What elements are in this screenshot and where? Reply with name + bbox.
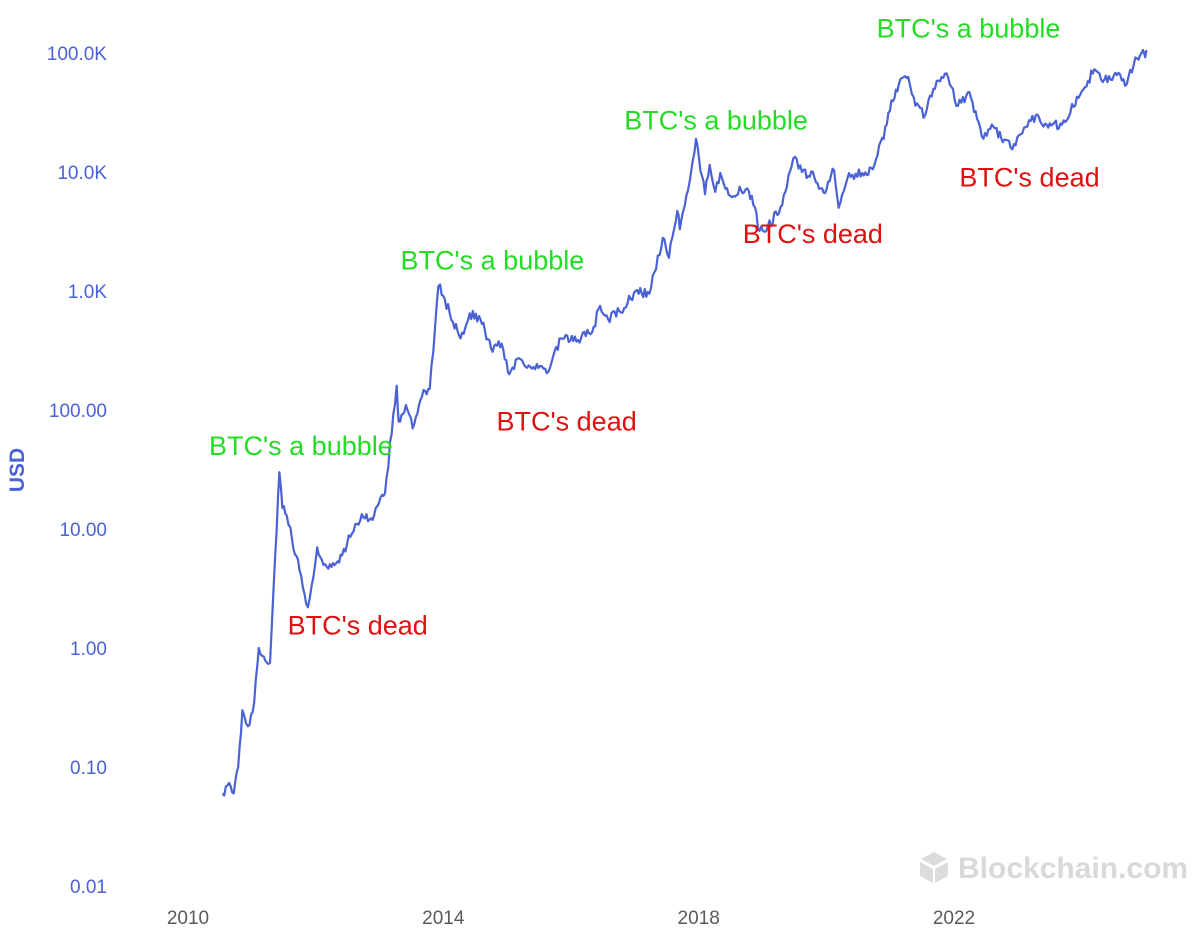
y-axis-label: USD [6,448,29,492]
annotation-label: BTC's a bubble [624,106,808,136]
y-tick-label: 10.00 [59,520,107,541]
series-line [221,48,1148,797]
watermark: Blockchain.com [920,852,1188,885]
y-axis: 0.01 0.10 1.00 10.00 100.00 1.0K 10.0K 100.0K [47,44,108,898]
blockchain-logo-icon [920,852,948,883]
x-tick-label: 2018 [678,908,720,929]
series-layer [221,48,1148,797]
y-tick-label: 1.0K [68,282,107,303]
x-tick-label: 2022 [933,908,975,929]
x-tick-label: 2014 [422,908,465,929]
y-tick-label: 1.00 [70,639,107,660]
annotation-label: BTC's dead [288,610,428,640]
annotation-label: BTC's dead [497,407,637,437]
annotation-label: BTC's a bubble [877,14,1061,44]
y-tick-label: 100.00 [49,401,107,422]
annotation-label: BTC's a bubble [209,431,393,461]
annotation-label: BTC's a bubble [401,246,585,276]
y-tick-label: 10.0K [57,163,107,184]
y-tick-label: 100.0K [47,44,108,65]
x-axis: 2010 2014 2018 2022 [167,908,975,929]
annotation-label: BTC's dead [743,219,883,249]
y-tick-label: 0.01 [70,877,107,898]
x-tick-label: 2010 [167,908,209,929]
y-tick-label: 0.10 [70,758,107,779]
watermark-text: Blockchain.com [958,852,1188,885]
annotation-label: BTC's dead [959,162,1099,192]
annotations: BTC's a bubble BTC's dead BTC's a bubble BT… [209,14,1100,641]
